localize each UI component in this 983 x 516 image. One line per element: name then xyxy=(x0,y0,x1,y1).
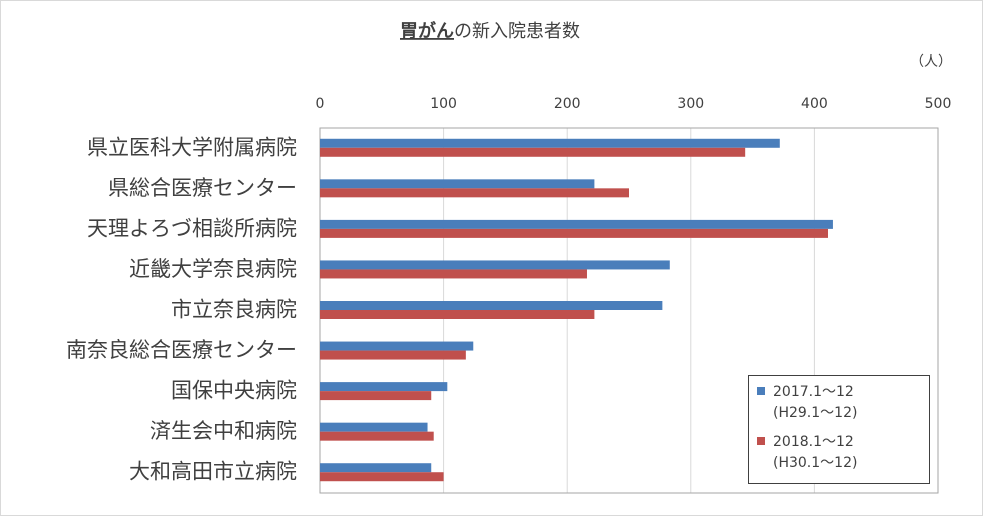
x-tick-label: 500 xyxy=(925,96,952,112)
bar xyxy=(320,179,595,189)
y-tick-label: 天理よろづ相談所病院 xyxy=(87,216,297,240)
bar xyxy=(320,188,629,198)
legend-key xyxy=(757,387,765,395)
bar xyxy=(320,310,595,319)
bar xyxy=(320,138,780,148)
bar xyxy=(320,472,444,482)
y-tick-label: 大和高田市立病院 xyxy=(129,460,297,484)
bar xyxy=(320,431,434,441)
title-rest: の新入院患者数 xyxy=(454,21,580,42)
bar xyxy=(320,422,428,432)
y-tick-label: 済生会中和病院 xyxy=(150,419,297,443)
bar xyxy=(320,301,663,310)
legend: 2017.1～12 (H29.1～12) 2018.1～12 (H30.1～12) xyxy=(748,375,930,484)
bar xyxy=(320,147,746,157)
y-tick-label: 市立奈良病院 xyxy=(171,298,297,322)
legend-entry: 2018.1～12 (H30.1～12) xyxy=(757,432,921,474)
x-tick-label: 0 xyxy=(316,96,325,112)
x-tick-label: 400 xyxy=(801,96,828,112)
x-tick-label: 200 xyxy=(554,96,581,112)
bar xyxy=(320,269,587,279)
y-tick-label: 近畿大学奈良病院 xyxy=(129,257,297,281)
y-tick-label: 県総合医療センター xyxy=(108,176,297,200)
y-tick-label: 南奈良総合医療センター xyxy=(66,338,297,362)
x-tick-label: 300 xyxy=(677,96,704,112)
x-tick-label: 100 xyxy=(430,96,457,112)
chart-title: 胃がんの新入院患者数 xyxy=(400,20,580,42)
bar xyxy=(320,391,432,401)
legend-key xyxy=(757,437,765,445)
bar xyxy=(320,350,466,360)
bar xyxy=(320,341,474,351)
bar xyxy=(320,463,432,473)
bar xyxy=(320,260,670,270)
y-tick-label: 国保中央病院 xyxy=(171,379,297,403)
bar xyxy=(320,228,828,238)
bar xyxy=(320,382,448,392)
legend-entry: 2017.1～12 (H29.1～12) xyxy=(757,382,921,424)
legend-label: 2017.1～12 (H29.1～12) xyxy=(773,384,858,421)
title-emphasis: 胃がん xyxy=(400,20,454,42)
y-tick-label: 県立医科大学附属病院 xyxy=(87,135,297,159)
bar xyxy=(320,219,833,229)
legend-label: 2018.1～12 (H30.1～12) xyxy=(773,434,858,471)
unit-label: （人） xyxy=(910,54,952,70)
